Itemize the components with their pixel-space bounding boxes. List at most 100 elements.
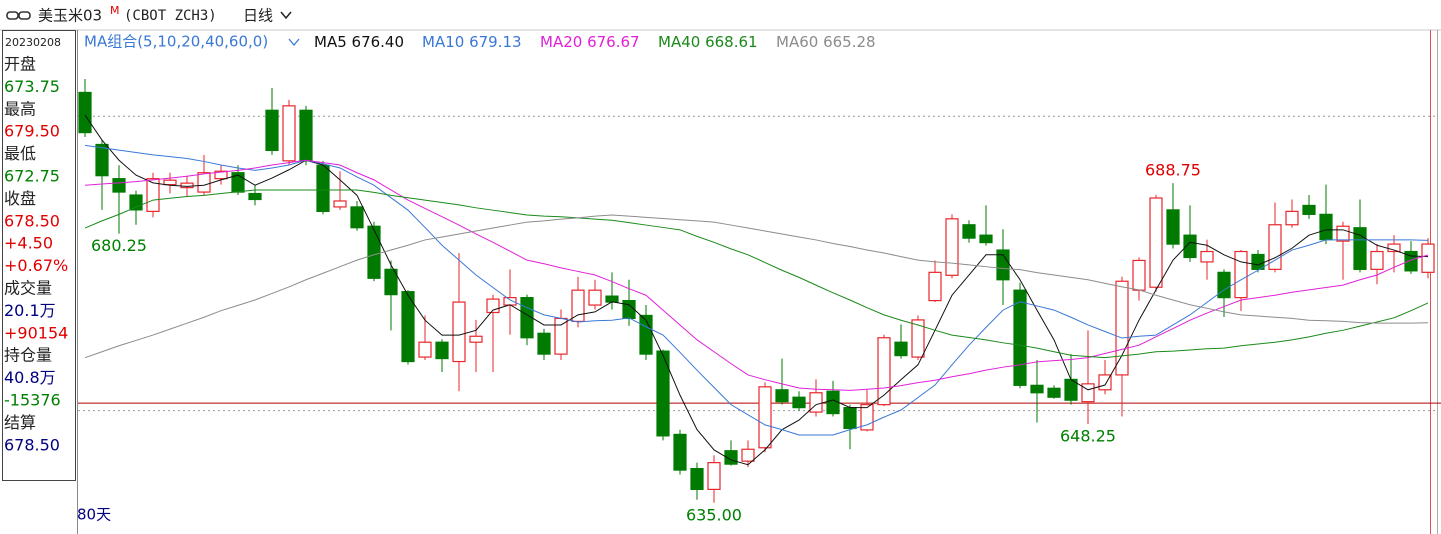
legend-name: MA60 [776, 33, 818, 51]
ma-legend: MA组合(5,10,20,40,60,0) MA5 676.40 MA10 679… [84, 33, 876, 51]
candle-body [1370, 250, 1384, 270]
candle-body [1166, 209, 1180, 245]
legend-entry: MA10 679.13 [422, 33, 522, 51]
candle-body [112, 178, 126, 193]
info-row: 开盘 [4, 55, 36, 74]
info-row: 673.75 [4, 77, 60, 96]
days-label: 80天 [77, 506, 111, 524]
candle-body [282, 105, 296, 162]
info-row: 20.1万 [4, 301, 56, 320]
candle-body [163, 179, 177, 186]
legend-value: 665.28 [823, 33, 876, 51]
candle-body [265, 109, 279, 152]
info-row: -15376 [4, 391, 61, 410]
candle-body [809, 392, 823, 413]
candle-body [333, 200, 347, 208]
price-annotation: 688.75 [1145, 161, 1201, 180]
info-panel: 20230208 开盘 673.75 最高 679.50 最低 672.75 收盘 678.5… [4, 36, 68, 454]
legend-name: MA40 [658, 33, 700, 51]
candle-body [1387, 243, 1401, 253]
info-row: 679.50 [4, 122, 60, 141]
candle-body [962, 224, 976, 239]
candle-body [1030, 384, 1044, 394]
candle-body [826, 390, 840, 415]
legend-name: MA10 [422, 33, 464, 51]
period[interactable]: 日线 [243, 7, 273, 25]
legend-value: 676.67 [587, 33, 640, 51]
candle-body [1285, 210, 1299, 226]
link-icon[interactable] [6, 11, 31, 20]
plot-area: 688.75 680.25 635.00 648.25 [78, 79, 1441, 524]
candle-body [707, 462, 721, 490]
legend-value: 676.40 [352, 33, 405, 51]
legend-entry: MA40 668.61 [658, 33, 758, 51]
candle-body [996, 249, 1010, 281]
candle-body [503, 297, 517, 306]
candle-body [605, 295, 619, 303]
candle-body [656, 350, 670, 437]
candle-body [1200, 250, 1214, 263]
symbol-badge: M [110, 4, 120, 17]
candle-body [537, 332, 551, 355]
info-row: 40.8万 [4, 368, 56, 387]
ma-line [84, 214, 1429, 359]
candle-body [350, 206, 364, 229]
info-row: 678.50 [4, 435, 60, 454]
candle-body [1217, 271, 1231, 299]
period-chevron[interactable] [280, 11, 292, 20]
candle-body [367, 225, 381, 279]
candle-body [435, 341, 449, 360]
candle-body [1013, 289, 1027, 386]
toolbar: 美玉米03 M (CBOT ZCH3) 日线 [6, 4, 292, 25]
ma-group-label[interactable]: MA组合(5,10,20,40,60,0) [84, 33, 268, 51]
candle-body [469, 335, 483, 343]
candle-body [1132, 259, 1146, 291]
ma-group-chevron[interactable] [288, 38, 300, 47]
info-date: 20230208 [5, 36, 61, 49]
candle-body [554, 317, 568, 355]
candle-body [945, 218, 959, 276]
candle-body [1047, 387, 1061, 398]
candle-body [1183, 234, 1197, 259]
candle-body [197, 172, 211, 193]
candle-body [979, 234, 993, 244]
symbol-code: (CBOT ZCH3) [124, 8, 217, 24]
candle-body [622, 299, 636, 320]
candle-body [690, 467, 704, 490]
candle-body [146, 178, 160, 212]
candle-body [1302, 204, 1316, 215]
candle-body [1336, 225, 1350, 242]
info-row: 持仓量 [4, 346, 52, 365]
candle-body [452, 301, 466, 363]
info-row: 成交量 [4, 279, 52, 298]
info-row: 结算 [4, 413, 36, 432]
candle-body [1421, 243, 1435, 273]
candle-body [1234, 250, 1248, 299]
candle-body [792, 396, 806, 409]
legend-value: 668.61 [705, 33, 758, 51]
legend-entry: MA60 665.28 [776, 33, 876, 51]
candle-body [571, 289, 585, 322]
candle-body [843, 407, 857, 430]
candle-body [214, 170, 228, 180]
info-row: 最高 [4, 99, 36, 118]
candle-body [911, 319, 925, 358]
price-annotation: 635.00 [686, 505, 742, 524]
candle-body [384, 268, 398, 296]
candle-body [299, 109, 313, 162]
candle-body [401, 291, 415, 363]
info-row: +0.67% [4, 256, 68, 275]
info-row: 678.50 [4, 211, 60, 230]
legend-name: MA20 [540, 33, 582, 51]
ma-line [84, 189, 1429, 359]
candle-body [520, 297, 534, 339]
candle-body [1251, 253, 1265, 270]
candle-body [673, 433, 687, 471]
candle-body [1081, 383, 1095, 403]
candle-body [894, 341, 908, 357]
symbol: 美玉米03 [38, 7, 102, 25]
candle-body [588, 289, 602, 306]
